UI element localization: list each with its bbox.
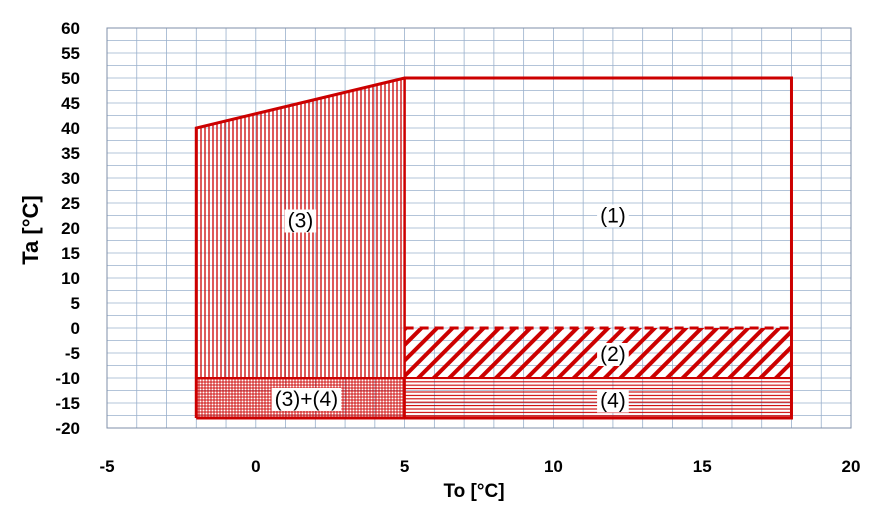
y-tick-label: 40 — [61, 119, 80, 138]
y-tick-label: 35 — [61, 144, 80, 163]
region-label-2: (2) — [600, 343, 626, 366]
region-outlines — [194, 76, 793, 420]
x-tick-label: -5 — [99, 457, 114, 476]
region-label-bg — [597, 389, 629, 413]
region-label-bg — [284, 209, 317, 233]
y-tick-label: -10 — [55, 369, 80, 388]
region-label-bg — [597, 204, 629, 228]
region-labels: (1) (2) (3) (4) (3)+(4) — [271, 204, 629, 413]
region-label-3: (3) — [288, 210, 314, 233]
region-label-5: (3)+(4) — [275, 388, 339, 411]
region-label-4: (4) — [600, 390, 626, 413]
x-tick-label: 5 — [400, 457, 409, 476]
x-axis-title: To [°C] — [443, 481, 504, 502]
y-tick-label: 30 — [61, 169, 80, 188]
y-tick-label: 0 — [71, 319, 80, 338]
y-tick-label: 20 — [61, 219, 80, 238]
y-tick-label: 25 — [61, 194, 80, 213]
y-tick-label: 60 — [61, 19, 80, 38]
y-tick-label: 50 — [61, 69, 80, 88]
region-label-bg — [597, 343, 629, 366]
x-tick-label: 15 — [693, 457, 712, 476]
x-tick-label: 0 — [251, 457, 260, 476]
y-tick-label: 10 — [61, 269, 80, 288]
plot-area: (1) (2) (3) (4) (3)+(4) — [106, 27, 852, 429]
x-tick-label: 20 — [842, 457, 861, 476]
y-tick-label: 55 — [61, 44, 80, 63]
x-tick-label: 10 — [544, 457, 563, 476]
region-label-1: (1) — [600, 205, 626, 228]
y-tick-label: 15 — [61, 244, 80, 263]
x-tick-labels: -5 0 5 10 15 20 — [99, 457, 860, 476]
y-tick-label: -5 — [65, 344, 80, 363]
y-axis-title: Ta [°C] — [18, 195, 43, 265]
y-tick-label: -15 — [55, 394, 80, 413]
region-label-bg — [271, 388, 342, 411]
y-tick-label: -20 — [55, 419, 80, 438]
y-tick-label: 45 — [61, 94, 80, 113]
envelope-outline — [194, 76, 793, 420]
y-tick-label: 5 — [71, 294, 80, 313]
plot-border — [106, 27, 852, 429]
